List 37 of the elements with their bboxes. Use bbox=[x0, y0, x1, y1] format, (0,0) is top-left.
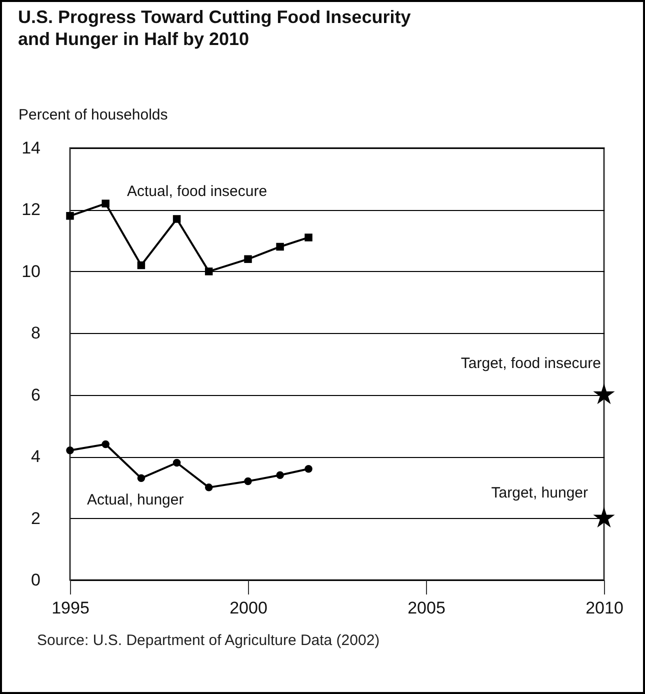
point bbox=[593, 506, 615, 528]
series-label: Actual, food insecure bbox=[127, 182, 268, 200]
y-tick-label: 0 bbox=[31, 570, 40, 590]
x-tick-label: 2000 bbox=[230, 598, 268, 618]
series-label: Target, hunger bbox=[491, 484, 588, 502]
series-label: Target, food insecure bbox=[460, 354, 601, 372]
point bbox=[172, 458, 181, 467]
x-tick-label: 2010 bbox=[586, 598, 624, 618]
point bbox=[244, 477, 252, 486]
point bbox=[66, 446, 74, 454]
series-label: Actual, hunger bbox=[87, 491, 184, 508]
y-tick-label: 8 bbox=[31, 324, 40, 343]
y-tick-label: 10 bbox=[22, 262, 40, 281]
point bbox=[276, 242, 284, 251]
y-tick-label: 12 bbox=[22, 200, 40, 220]
point bbox=[304, 234, 312, 242]
point bbox=[204, 268, 213, 276]
chart-title: U.S. Progress Toward Cutting Food Insecurity and Hunger in Half by 2010 bbox=[18, 7, 411, 49]
point bbox=[102, 440, 110, 448]
point bbox=[276, 471, 284, 479]
source-note: Source: U.S. Department of Agriculture Data (2002) bbox=[37, 632, 380, 649]
y-axis-title: Percent of households bbox=[18, 106, 168, 124]
y-tick-label: 2 bbox=[31, 508, 40, 528]
point bbox=[66, 212, 74, 220]
point bbox=[137, 261, 146, 270]
point bbox=[204, 484, 213, 492]
y-tick-label: 14 bbox=[22, 138, 40, 158]
y-tick-label: 6 bbox=[31, 385, 40, 404]
point bbox=[304, 465, 312, 473]
point bbox=[244, 255, 252, 263]
x-tick-label: 1995 bbox=[52, 598, 90, 618]
x-tick-label: 2005 bbox=[408, 598, 446, 618]
y-tick-label: 4 bbox=[31, 447, 40, 466]
point bbox=[593, 383, 615, 404]
point bbox=[137, 474, 146, 482]
point bbox=[172, 215, 181, 223]
point bbox=[102, 200, 110, 208]
